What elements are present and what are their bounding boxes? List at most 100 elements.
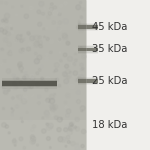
- Circle shape: [2, 30, 7, 34]
- Circle shape: [76, 100, 80, 104]
- Circle shape: [19, 66, 23, 70]
- Circle shape: [20, 117, 22, 119]
- Circle shape: [17, 77, 19, 80]
- Circle shape: [67, 42, 70, 45]
- Bar: [0, 0, 86, 150]
- Circle shape: [42, 12, 45, 15]
- Circle shape: [50, 9, 52, 11]
- Circle shape: [37, 40, 42, 45]
- Circle shape: [65, 64, 69, 68]
- Circle shape: [31, 140, 35, 143]
- Circle shape: [38, 95, 41, 98]
- Circle shape: [41, 77, 44, 80]
- Circle shape: [58, 137, 63, 142]
- Circle shape: [42, 129, 46, 133]
- Circle shape: [3, 18, 7, 21]
- Circle shape: [69, 129, 72, 132]
- Circle shape: [59, 52, 61, 53]
- Circle shape: [1, 25, 4, 28]
- Circle shape: [66, 135, 70, 139]
- Circle shape: [1, 48, 4, 51]
- Bar: [2, 80, 57, 87]
- Circle shape: [81, 67, 84, 70]
- Circle shape: [32, 125, 36, 128]
- Bar: [2, 78, 57, 88]
- Circle shape: [46, 125, 52, 130]
- Circle shape: [56, 53, 59, 57]
- Circle shape: [19, 137, 23, 141]
- Circle shape: [11, 111, 13, 113]
- Circle shape: [4, 13, 10, 19]
- Text: 45 kDa: 45 kDa: [92, 22, 127, 32]
- Circle shape: [13, 138, 15, 141]
- Circle shape: [50, 104, 54, 108]
- Circle shape: [61, 138, 65, 142]
- Circle shape: [56, 78, 59, 81]
- Circle shape: [46, 98, 50, 102]
- Circle shape: [52, 105, 58, 110]
- Circle shape: [55, 43, 59, 47]
- Circle shape: [81, 130, 86, 134]
- Circle shape: [24, 14, 29, 19]
- Circle shape: [1, 86, 3, 88]
- Circle shape: [69, 71, 71, 73]
- Circle shape: [28, 42, 32, 45]
- Circle shape: [54, 93, 56, 95]
- Circle shape: [11, 108, 13, 109]
- Circle shape: [80, 106, 85, 111]
- Circle shape: [0, 28, 4, 32]
- Circle shape: [28, 116, 32, 121]
- Circle shape: [18, 95, 22, 99]
- Circle shape: [46, 106, 48, 108]
- Circle shape: [1, 63, 3, 66]
- Circle shape: [80, 68, 84, 72]
- Circle shape: [8, 132, 10, 134]
- Circle shape: [21, 121, 23, 123]
- Circle shape: [8, 104, 11, 107]
- Circle shape: [38, 36, 41, 39]
- Circle shape: [63, 140, 64, 141]
- Circle shape: [31, 128, 34, 131]
- Circle shape: [34, 58, 40, 64]
- Circle shape: [34, 41, 39, 46]
- Circle shape: [37, 10, 41, 14]
- Circle shape: [73, 19, 75, 21]
- Circle shape: [23, 147, 26, 149]
- Circle shape: [30, 76, 35, 81]
- Circle shape: [16, 95, 19, 98]
- Circle shape: [11, 114, 13, 116]
- Circle shape: [73, 71, 78, 75]
- Circle shape: [22, 38, 25, 41]
- Circle shape: [77, 94, 81, 98]
- Circle shape: [38, 102, 40, 104]
- Circle shape: [46, 27, 48, 29]
- Circle shape: [54, 6, 57, 9]
- Text: 18 kDa: 18 kDa: [92, 120, 127, 129]
- Circle shape: [5, 19, 8, 23]
- Circle shape: [35, 52, 37, 55]
- Circle shape: [49, 39, 54, 44]
- Circle shape: [21, 17, 23, 20]
- Circle shape: [45, 101, 47, 103]
- Circle shape: [82, 54, 86, 59]
- Circle shape: [61, 137, 67, 142]
- Circle shape: [64, 73, 68, 77]
- Circle shape: [0, 2, 3, 4]
- Circle shape: [68, 57, 72, 61]
- Circle shape: [54, 63, 59, 68]
- Circle shape: [21, 99, 27, 104]
- Circle shape: [38, 22, 42, 26]
- Circle shape: [12, 6, 14, 8]
- Circle shape: [79, 75, 83, 79]
- Circle shape: [60, 60, 62, 62]
- Circle shape: [0, 50, 4, 55]
- Bar: [78, 78, 98, 84]
- Circle shape: [69, 123, 73, 126]
- Circle shape: [30, 74, 34, 79]
- Circle shape: [54, 71, 55, 72]
- Circle shape: [3, 108, 4, 110]
- Circle shape: [71, 78, 73, 80]
- Circle shape: [4, 90, 8, 95]
- Circle shape: [6, 65, 11, 70]
- Circle shape: [20, 39, 23, 43]
